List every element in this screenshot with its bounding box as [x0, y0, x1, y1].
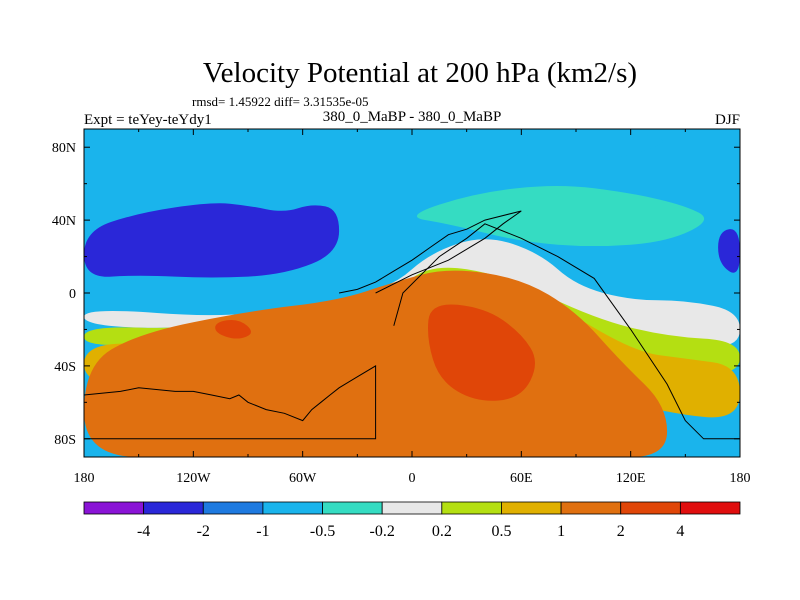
- colorbar-label: -4: [137, 523, 150, 540]
- y-tick-label: 80N: [52, 141, 76, 156]
- colorbar-swatch: [202, 501, 264, 515]
- colorbar: -4 -2 -1 -0.5 -0.2 0.2 0.5 1 2 4: [83, 501, 741, 540]
- contour-nh-polar-skyblue: [236, 129, 663, 160]
- x-axis: 180 120W 60W 0 60E 120E 180: [74, 129, 751, 486]
- x-tick-label: 60E: [510, 471, 533, 486]
- colorbar-label: -0.5: [310, 523, 335, 540]
- colorbar-label: 1: [557, 523, 565, 540]
- colorbar-swatch: [83, 501, 145, 515]
- contour-nh-pacific-dark-blue: [718, 229, 740, 273]
- colorbar-swatch: [620, 501, 681, 515]
- x-tick-label: 120W: [176, 471, 211, 486]
- season-label: DJF: [715, 112, 740, 128]
- land-outline-east: [393, 223, 740, 440]
- contour-sh-pacific-red-spot: [215, 319, 251, 339]
- colorbar-label: 0.2: [432, 523, 452, 540]
- colorbar-swatch: [441, 501, 502, 515]
- contour-nh-midlat-dark-blue: [84, 203, 340, 278]
- y-axis: 80N 40N 0 40S 80S: [52, 141, 740, 448]
- stats-label: rmsd= 1.45922 diff= 3.31535e-05: [192, 94, 369, 109]
- contour-sh-broad-orange: [84, 270, 668, 457]
- colorbar-label: -1: [256, 523, 269, 540]
- x-tick-label: 180: [730, 471, 751, 486]
- y-tick-label: 0: [69, 287, 76, 302]
- colorbar-label: 0.5: [491, 523, 511, 540]
- experiment-label: Expt = teYey-teYdy1: [84, 112, 212, 128]
- contour-nh-cyan-band: [416, 185, 705, 247]
- colorbar-label: -2: [197, 523, 210, 540]
- y-tick-label: 40N: [52, 214, 76, 229]
- colorbar-label: 4: [676, 523, 684, 540]
- x-tick-label: 180: [74, 471, 95, 486]
- colorbar-swatch: [501, 501, 562, 515]
- x-tick-label: 120E: [616, 471, 646, 486]
- contour-sh-africa-red-core: [428, 304, 535, 401]
- colorbar-swatch: [560, 501, 622, 515]
- comparison-label: 380_0_MaBP - 380_0_MaBP: [323, 109, 502, 125]
- colorbar-swatch: [679, 501, 741, 515]
- y-tick-label: 80S: [54, 433, 76, 448]
- chart-title: Velocity Potential at 200 hPa (km2/s): [203, 57, 637, 89]
- y-tick-label: 40S: [54, 360, 76, 375]
- colorbar-swatch: [262, 501, 323, 515]
- x-tick-label: 0: [409, 471, 416, 486]
- colorbar-label: 2: [617, 523, 625, 540]
- land-outline-north: [339, 210, 522, 294]
- colorbar-swatch: [322, 501, 383, 515]
- colorbar-swatch: [381, 501, 443, 515]
- map-plot-area: [83, 128, 741, 458]
- colorbar-swatch: [143, 501, 204, 515]
- land-outline-west: [84, 365, 377, 440]
- colorbar-label: -0.2: [370, 523, 395, 540]
- x-tick-label: 60W: [289, 471, 317, 486]
